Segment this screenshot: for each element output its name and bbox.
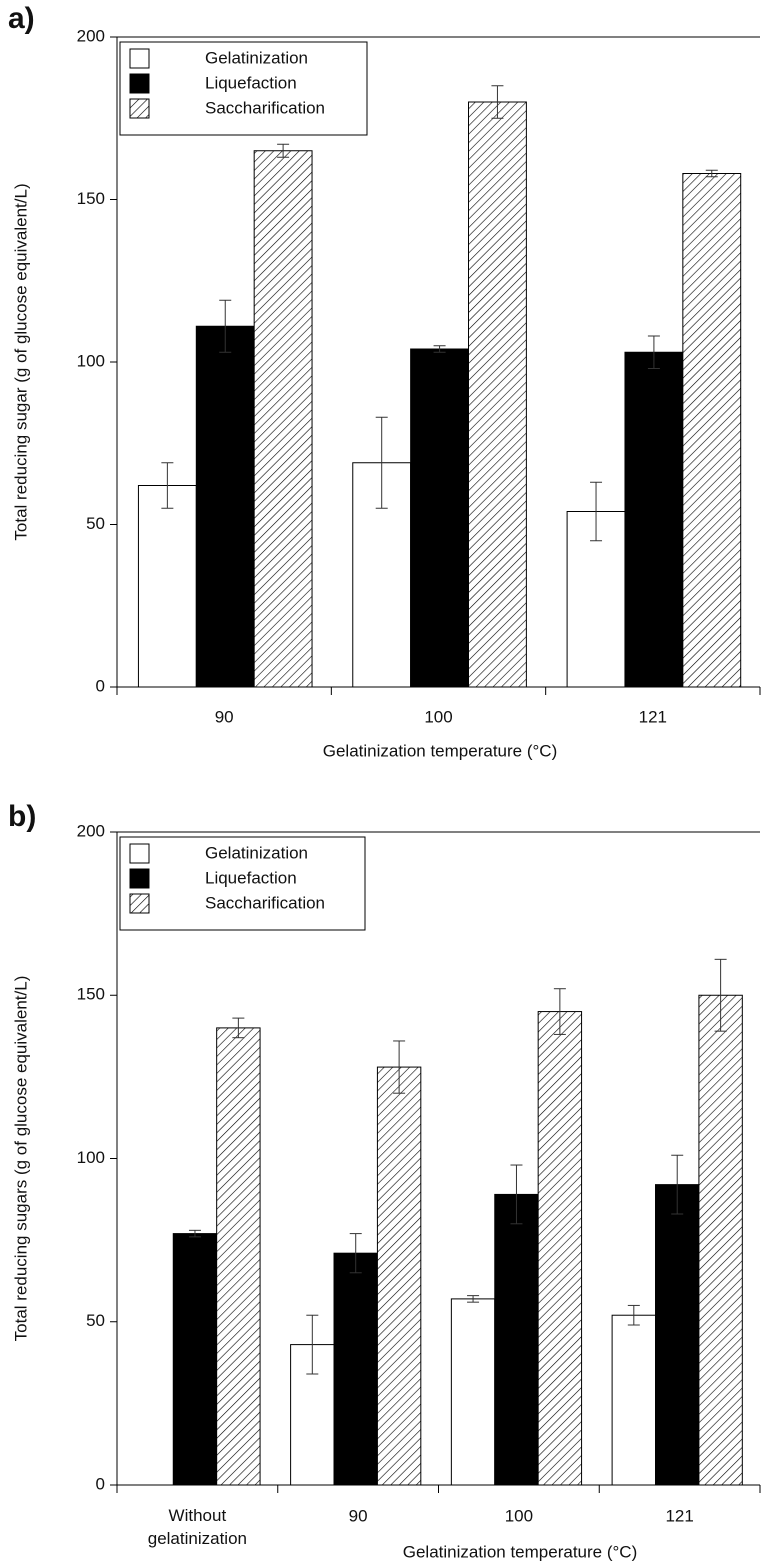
- legend-label: Liquefaction: [205, 868, 297, 887]
- bar: [624, 351, 684, 688]
- error-bar: [433, 345, 446, 353]
- bar: [333, 1252, 378, 1486]
- y-tick-label: 50: [86, 514, 105, 533]
- error-bar: [491, 85, 504, 119]
- bar: [611, 1314, 657, 1486]
- y-axis-label: Total reducing sugar (g of glucose equiv…: [11, 183, 30, 540]
- bar: [450, 1298, 496, 1486]
- bar: [410, 348, 470, 688]
- error-bar: [277, 143, 290, 158]
- y-tick-label: 150: [77, 189, 105, 208]
- legend-swatch: [129, 893, 150, 914]
- error-bar: [647, 335, 660, 369]
- bar: [494, 1193, 539, 1486]
- error-bar: [627, 1304, 640, 1326]
- bar: [698, 994, 743, 1486]
- bar: [655, 1184, 700, 1486]
- error-bar: [393, 1040, 406, 1094]
- legend-box: [119, 41, 368, 136]
- bar: [216, 1027, 261, 1486]
- x-tick-label: 90: [215, 707, 234, 726]
- y-tick-label: 0: [96, 676, 105, 695]
- legend-swatch: [129, 868, 150, 889]
- legend-swatch: [129, 48, 150, 69]
- y-tick-label: 0: [96, 1474, 105, 1493]
- bar: [137, 485, 197, 688]
- legend-label: Gelatinization: [205, 843, 308, 862]
- error-bar: [510, 1164, 523, 1225]
- legend-label: Gelatinization: [205, 48, 308, 67]
- x-tick-label: Without gelatinization: [148, 1506, 247, 1548]
- bar: [468, 101, 527, 688]
- bar: [682, 173, 742, 688]
- y-tick-label: 200: [77, 26, 105, 45]
- error-bar: [375, 416, 388, 509]
- x-tick-label: 121: [665, 1506, 693, 1525]
- x-tick-label: 90: [349, 1506, 368, 1525]
- error-bar: [671, 1154, 684, 1215]
- x-axis-label: Gelatinization temperature (°C): [323, 741, 558, 760]
- error-bar: [553, 988, 566, 1035]
- bar: [195, 325, 255, 688]
- y-axis-label: Total reducing sugars (g of glucose equi…: [11, 976, 30, 1342]
- legend-label: Saccharification: [205, 893, 325, 912]
- legend-swatch: [129, 73, 150, 94]
- error-bar: [349, 1233, 362, 1274]
- error-bar: [188, 1229, 201, 1238]
- legend-label: Liquefaction: [205, 73, 297, 92]
- bar: [172, 1233, 218, 1486]
- legend-swatch: [129, 98, 150, 119]
- y-tick-label: 150: [77, 985, 105, 1004]
- error-bar: [306, 1314, 319, 1375]
- y-tick-label: 100: [77, 351, 105, 370]
- bar: [537, 1011, 583, 1486]
- error-bar: [161, 462, 174, 509]
- error-bar: [232, 1017, 245, 1039]
- x-tick-label: 100: [424, 707, 452, 726]
- y-tick-label: 100: [77, 1148, 105, 1167]
- legend-box: [119, 836, 366, 931]
- x-tick-label-line: gelatinization: [148, 1529, 247, 1548]
- legend-label: Saccharification: [205, 98, 325, 117]
- error-bar: [714, 958, 727, 1032]
- panel-label: a): [8, 2, 35, 35]
- error-bar: [590, 481, 603, 542]
- legend-swatch: [129, 843, 150, 864]
- error-bar: [219, 299, 232, 353]
- x-tick-label-line: Without: [169, 1506, 227, 1525]
- y-tick-label: 200: [77, 821, 105, 840]
- y-tick-label: 50: [86, 1311, 105, 1330]
- error-bar: [467, 1295, 480, 1303]
- bar: [253, 150, 313, 688]
- error-bar: [705, 169, 718, 178]
- x-axis-label: Gelatinization temperature (°C): [403, 1542, 638, 1561]
- x-tick-label: 100: [505, 1506, 533, 1525]
- panel-label: b): [8, 800, 36, 833]
- x-tick-label: 121: [639, 707, 667, 726]
- bar: [376, 1066, 422, 1486]
